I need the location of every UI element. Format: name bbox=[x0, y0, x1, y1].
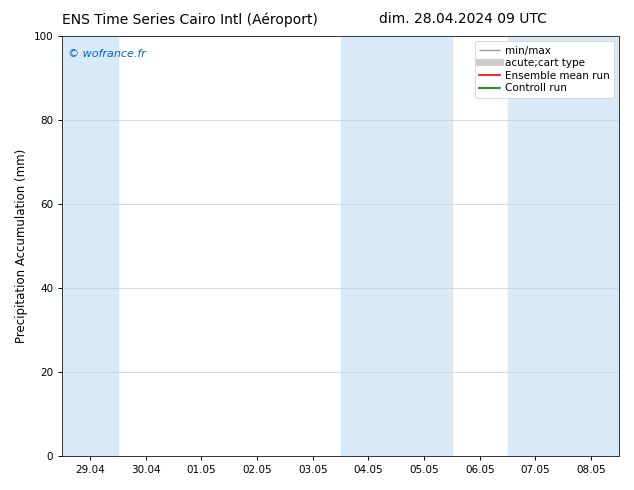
Legend: min/max, acute;cart type, Ensemble mean run, Controll run: min/max, acute;cart type, Ensemble mean … bbox=[475, 41, 614, 98]
Text: © wofrance.fr: © wofrance.fr bbox=[68, 49, 146, 59]
Y-axis label: Precipitation Accumulation (mm): Precipitation Accumulation (mm) bbox=[15, 149, 28, 343]
Bar bbox=[340, 36, 452, 456]
Bar bbox=[508, 36, 619, 456]
Text: ENS Time Series Cairo Intl (Aéroport): ENS Time Series Cairo Intl (Aéroport) bbox=[62, 12, 318, 27]
Text: dim. 28.04.2024 09 UTC: dim. 28.04.2024 09 UTC bbox=[379, 12, 547, 26]
Bar bbox=[62, 36, 118, 456]
